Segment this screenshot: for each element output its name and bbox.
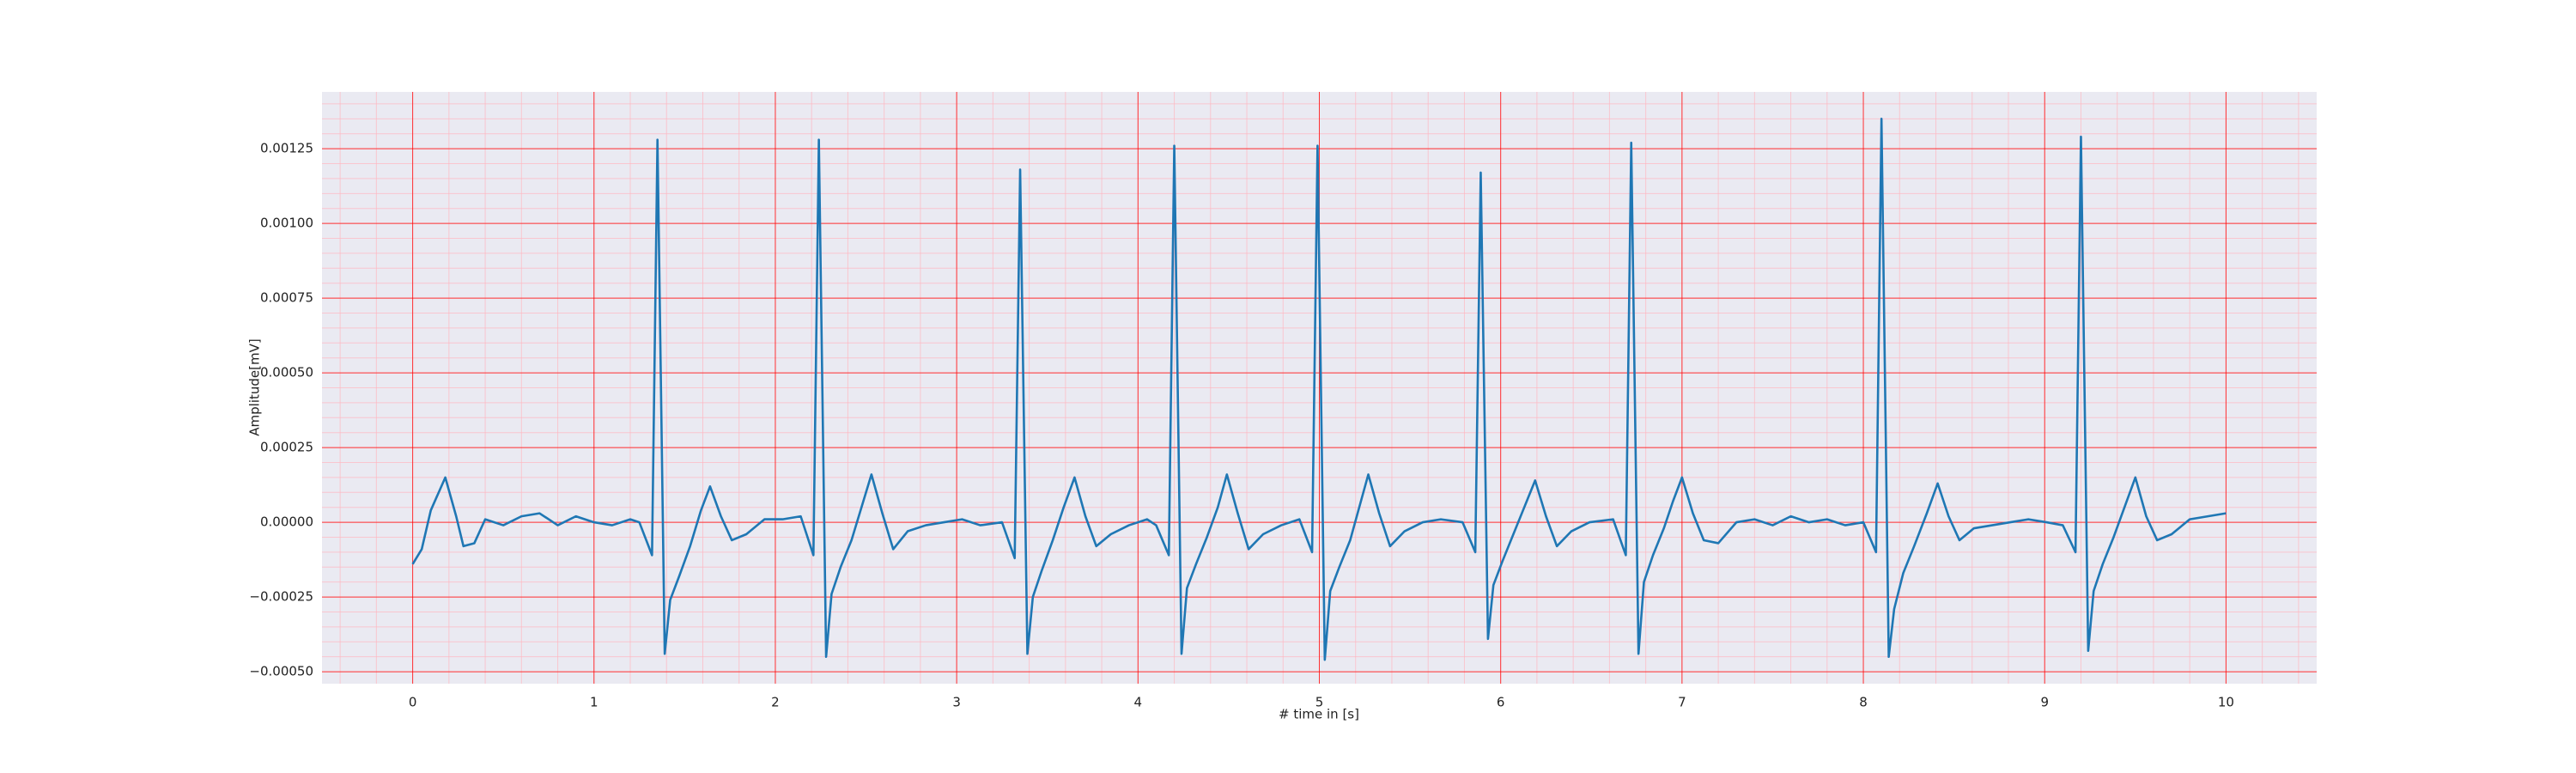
x-tick-label: 3 — [952, 695, 961, 710]
x-tick-label: 2 — [771, 695, 780, 710]
x-tick-label: 1 — [590, 695, 598, 710]
x-tick-label: 7 — [1678, 695, 1686, 710]
x-tick-label: 6 — [1497, 695, 1505, 710]
y-tick-label: −0.00050 — [249, 664, 313, 679]
y-tick-label: 0.00125 — [260, 141, 313, 156]
ecg-line — [411, 118, 2227, 661]
x-tick-label: 10 — [2218, 695, 2234, 710]
x-tick-label: 9 — [2040, 695, 2049, 710]
x-axis-label: # time in [s] — [1279, 707, 1359, 722]
x-tick-label: 5 — [1315, 695, 1324, 710]
y-tick-label: 0.00025 — [260, 440, 313, 455]
y-tick-label: 0.00000 — [260, 514, 313, 530]
x-tick-label: 8 — [1859, 695, 1868, 710]
x-tick-label: 0 — [409, 695, 417, 710]
y-tick-label: −0.00025 — [249, 589, 313, 605]
y-tick-label: 0.00050 — [260, 365, 313, 380]
y-axis-label: Amplitude[mV] — [247, 338, 263, 435]
y-tick-label: 0.00075 — [260, 290, 313, 306]
x-tick-label: 4 — [1134, 695, 1143, 710]
y-tick-label: 0.00100 — [260, 216, 313, 231]
